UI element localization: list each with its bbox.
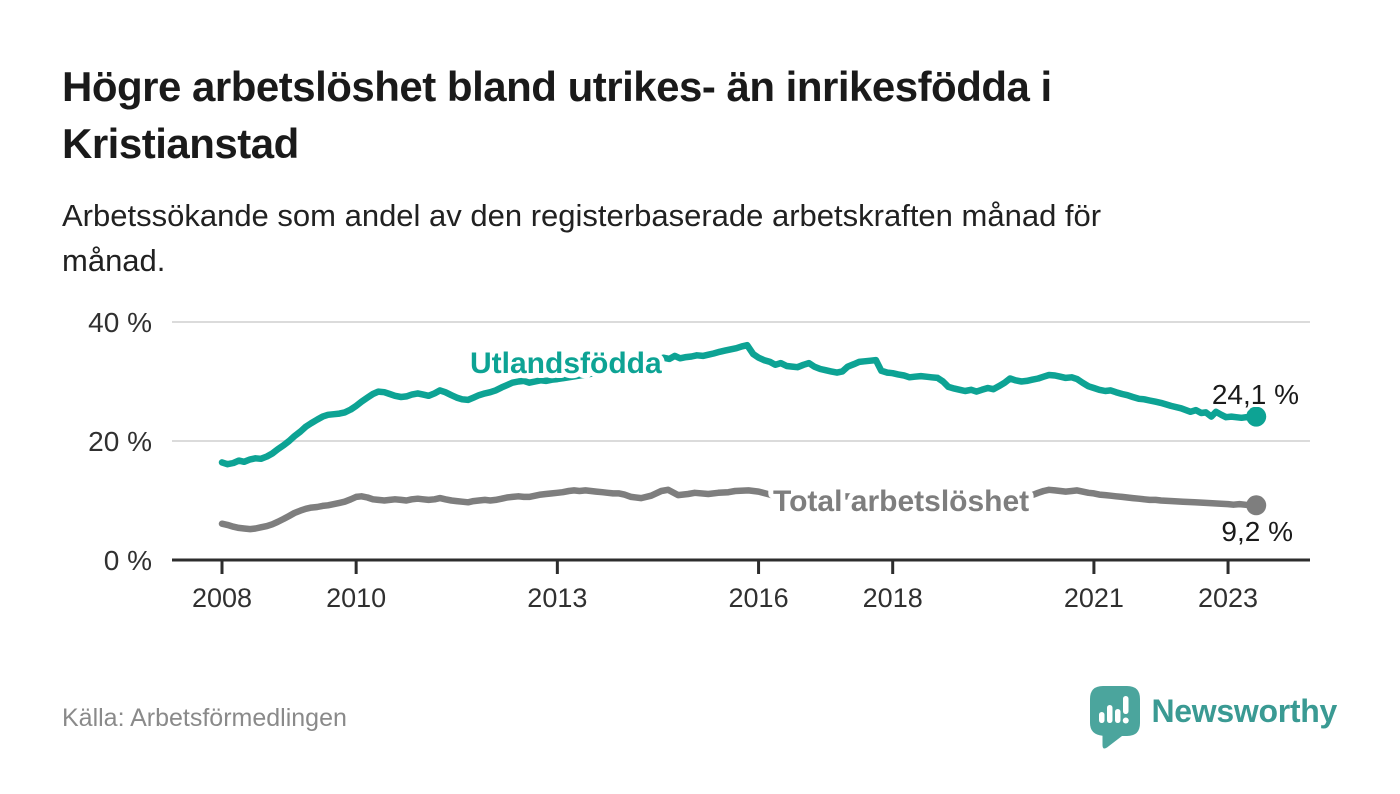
bar-chart-speech-bubble-icon: [1089, 686, 1140, 749]
x-tick-label-2016: 2016: [729, 583, 789, 613]
source-credit: Källa: Arbetsförmedlingen: [62, 704, 347, 732]
series-end-dot-total: [1246, 495, 1267, 516]
chart-subtitle-line-2: månad.: [62, 242, 166, 278]
chart-subtitle: Arbetssökande som andel av den registerb…: [62, 194, 1362, 284]
line-chart: 0 % 20 % 40 % Utlandsfödda Total arbetslöshe…: [88, 307, 1310, 613]
end-value-label-utlandsfodda: 24,1 %: [1212, 379, 1299, 410]
chart-subtitle-line-1: Arbetssökande som andel av den registerb…: [62, 198, 1102, 233]
series-label-total: Total arbetslöshet: [773, 485, 1029, 518]
series-end-dot-utlandsfodda: [1246, 406, 1267, 427]
newsworthy-wordmark: Newsworthy: [1151, 693, 1338, 729]
series-line-utlandsfodda: [218, 341, 1260, 468]
page-title: Högre arbetslöshet bland utrikes- än inr…: [62, 58, 1362, 172]
newsworthy-brand: Newsworthy: [1089, 686, 1338, 749]
y-tick-label-20: 20 %: [88, 426, 152, 457]
series-label-utlandsfodda: Utlandsfödda: [470, 347, 662, 380]
y-tick-label-40: 40 %: [88, 307, 152, 338]
x-tick-label-2010: 2010: [326, 583, 386, 613]
page-title-line-2: Kristianstad: [62, 120, 299, 168]
x-tick-label-2021: 2021: [1064, 583, 1124, 613]
series-line-total: [218, 486, 1260, 533]
y-tick-label-0: 0 %: [104, 545, 152, 576]
page-title-line-1: Högre arbetslöshet bland utrikes- än inr…: [62, 63, 1052, 110]
x-tick-label-2013: 2013: [527, 583, 587, 613]
x-tick-label-2023: 2023: [1198, 583, 1258, 613]
end-value-label-total: 9,2 %: [1221, 516, 1293, 547]
x-tick-label-2008: 2008: [192, 583, 252, 613]
x-tick-label-2018: 2018: [863, 583, 923, 613]
